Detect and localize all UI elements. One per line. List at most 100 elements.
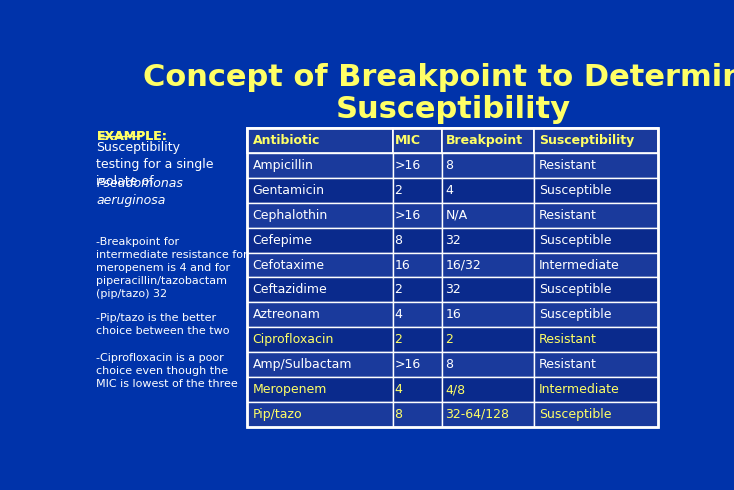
Bar <box>534 178 658 203</box>
Text: EXAMPLE:: EXAMPLE: <box>96 130 167 143</box>
Text: -Pip/tazo is the better
choice between the two: -Pip/tazo is the better choice between t… <box>96 313 230 336</box>
Text: 2: 2 <box>395 333 402 346</box>
Text: Ampicillin: Ampicillin <box>252 159 313 172</box>
Text: Intermediate: Intermediate <box>539 259 620 271</box>
Text: Susceptibility: Susceptibility <box>539 134 634 147</box>
Text: Intermediate: Intermediate <box>539 383 620 396</box>
Text: Resistant: Resistant <box>539 209 597 222</box>
Text: 16: 16 <box>446 308 461 321</box>
Bar <box>534 128 658 153</box>
Bar <box>247 327 393 352</box>
Text: Susceptible: Susceptible <box>539 408 611 421</box>
Text: 32: 32 <box>446 234 461 246</box>
Text: 8: 8 <box>446 159 454 172</box>
Bar <box>534 302 658 327</box>
Text: EXAMPLE:: EXAMPLE: <box>96 130 167 143</box>
Text: MIC: MIC <box>395 134 421 147</box>
Text: Ceftazidime: Ceftazidime <box>252 283 327 296</box>
Text: Susceptible: Susceptible <box>539 283 611 296</box>
Bar <box>534 327 658 352</box>
Bar <box>247 153 393 178</box>
Bar <box>247 252 393 277</box>
Bar <box>393 128 442 153</box>
Bar <box>442 277 534 302</box>
Text: 2: 2 <box>395 283 402 296</box>
Text: >16: >16 <box>395 209 421 222</box>
Text: N/A: N/A <box>446 209 468 222</box>
Bar <box>534 153 658 178</box>
Text: Susceptible: Susceptible <box>539 184 611 197</box>
Text: Gentamicin: Gentamicin <box>252 184 324 197</box>
Bar <box>534 402 658 427</box>
Text: Resistant: Resistant <box>539 333 597 346</box>
Bar <box>393 302 442 327</box>
Bar <box>247 203 393 228</box>
Bar <box>247 302 393 327</box>
Text: 4: 4 <box>395 383 402 396</box>
Text: Concept of Breakpoint to Determine
Susceptibility: Concept of Breakpoint to Determine Susce… <box>143 63 734 124</box>
Bar <box>247 128 658 427</box>
Bar <box>393 178 442 203</box>
Bar <box>534 277 658 302</box>
Text: Cefotaxime: Cefotaxime <box>252 259 324 271</box>
Bar <box>442 153 534 178</box>
Bar <box>442 327 534 352</box>
Bar <box>393 402 442 427</box>
Text: 2: 2 <box>395 184 402 197</box>
Bar <box>247 228 393 252</box>
Bar <box>534 377 658 402</box>
Text: Ciprofloxacin: Ciprofloxacin <box>252 333 334 346</box>
Text: >16: >16 <box>395 159 421 172</box>
Text: -Ciprofloxacin is a poor
choice even though the
MIC is lowest of the three: -Ciprofloxacin is a poor choice even tho… <box>96 353 238 389</box>
Text: Cefepime: Cefepime <box>252 234 313 246</box>
Text: 8: 8 <box>446 358 454 371</box>
Text: Amp/Sulbactam: Amp/Sulbactam <box>252 358 352 371</box>
Text: Pseudomonas
aeruginosa: Pseudomonas aeruginosa <box>96 176 184 207</box>
Text: Breakpoint: Breakpoint <box>446 134 523 147</box>
Bar <box>442 302 534 327</box>
Bar <box>393 203 442 228</box>
Bar <box>247 402 393 427</box>
Bar <box>534 228 658 252</box>
Text: Resistant: Resistant <box>539 358 597 371</box>
Text: 4/8: 4/8 <box>446 383 465 396</box>
Bar <box>534 352 658 377</box>
Bar <box>393 252 442 277</box>
Text: 32-64/128: 32-64/128 <box>446 408 509 421</box>
Bar <box>247 178 393 203</box>
Bar <box>442 402 534 427</box>
Bar <box>442 203 534 228</box>
Text: Meropenem: Meropenem <box>252 383 327 396</box>
Bar <box>393 153 442 178</box>
Text: 2: 2 <box>446 333 454 346</box>
Text: Cephalothin: Cephalothin <box>252 209 328 222</box>
Text: Antibiotic: Antibiotic <box>252 134 320 147</box>
Bar <box>534 252 658 277</box>
Text: Susceptibility
testing for a single
isolate of: Susceptibility testing for a single isol… <box>96 141 214 188</box>
Text: 8: 8 <box>395 234 402 246</box>
Text: >16: >16 <box>395 358 421 371</box>
Bar <box>247 352 393 377</box>
Bar <box>442 228 534 252</box>
Text: Susceptible: Susceptible <box>539 234 611 246</box>
Bar <box>393 277 442 302</box>
Text: -Breakpoint for
intermediate resistance for
meropenem is 4 and for
piperacillin/: -Breakpoint for intermediate resistance … <box>96 238 248 298</box>
Text: Aztreonam: Aztreonam <box>252 308 321 321</box>
Bar <box>442 352 534 377</box>
Bar <box>393 327 442 352</box>
Text: Resistant: Resistant <box>539 159 597 172</box>
Bar <box>442 128 534 153</box>
Bar <box>442 377 534 402</box>
Bar <box>534 203 658 228</box>
Text: 4: 4 <box>395 308 402 321</box>
Bar <box>393 377 442 402</box>
Bar <box>393 228 442 252</box>
Text: 16/32: 16/32 <box>446 259 482 271</box>
Text: Pip/tazo: Pip/tazo <box>252 408 302 421</box>
Text: 16: 16 <box>395 259 410 271</box>
Bar <box>247 128 393 153</box>
Text: 32: 32 <box>446 283 461 296</box>
Text: 8: 8 <box>395 408 402 421</box>
Text: Susceptible: Susceptible <box>539 308 611 321</box>
Bar <box>442 252 534 277</box>
